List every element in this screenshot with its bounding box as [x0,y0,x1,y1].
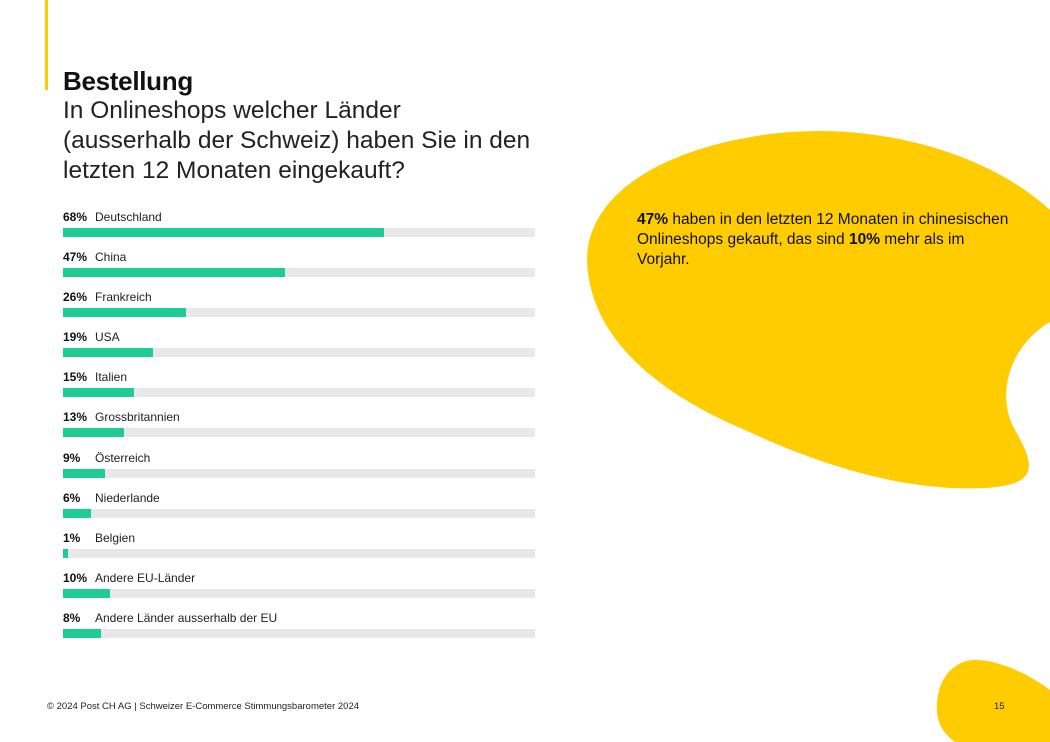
small-yellow-shape [936,660,1050,742]
bar-track [63,548,535,558]
bar [63,468,106,478]
bar-value-label: 13% [63,410,88,425]
bar [63,268,285,278]
bar-value-label: 8% [63,610,81,625]
bar-value-label: 6% [63,490,81,505]
bar-category-label: Deutschland [95,210,162,224]
bar [63,508,92,518]
bar-value-label: 9% [63,450,81,465]
bar-track [63,628,535,638]
chart-row: 68% Deutschland [63,209,535,249]
bar-category-label: USA [95,330,120,345]
bar-value-label: 19% [63,330,88,345]
chart-row: 9% Österreich [63,450,535,490]
chart-row: 19% USA [63,329,535,369]
bar-category-label: Grossbritannien [95,410,180,425]
bar-category-label: Frankreich [95,290,152,305]
bar [63,308,186,318]
bar [63,348,153,358]
bar-track [63,468,535,478]
bar-category-label: Belgien [95,530,136,545]
chart-row: 47% China [63,249,535,289]
footer-copyright: © 2024 Post CH AG | Schweizer E-Commerce… [47,701,360,712]
bar-category-label: Österreich [95,450,151,465]
accent-line [45,0,48,90]
bar-value-label: 68% [63,210,88,224]
bar-value-label: 47% [63,250,88,265]
chart-row: 10% Andere EU-Länder [63,570,535,610]
callout-highlight-share: 47% [637,211,669,228]
callout-highlight-growth: 10% [848,231,880,248]
bar-track [63,588,535,598]
bar [63,388,134,398]
callout-text-part1: haben in den letzten 12 Monaten in chine… [637,211,1009,248]
callout-text-part2: mehr als im Vorjahr. [637,231,965,268]
bar-track [63,508,535,518]
chart-row: 15% Italien [63,369,535,409]
chart-row: 1% Belgien [63,530,535,570]
bar-category-label: Andere Länder ausserhalb der EU [95,610,278,625]
bar-value-label: 10% [63,570,88,585]
bar [63,228,384,237]
bar-value-label: 15% [63,370,88,385]
bar-track [63,308,535,318]
bar [63,628,101,638]
chart-row: 13% Grossbritannien [63,409,535,449]
bar-track [63,388,535,398]
bar-value-label: 26% [63,290,88,305]
large-yellow-shape [587,130,1050,489]
bar-value-label: 1% [63,530,81,545]
bar-chart: 68% Deutschland 47% China 26% Frankreich 19% US… [63,209,535,650]
bar [63,428,125,438]
bar [63,548,68,558]
bar-track [63,228,535,237]
bar-track [63,428,535,438]
bar-category-label: China [95,250,127,265]
chart-row: 8% Andere Länder ausserhalb der EU [63,610,535,650]
page-title: Bestellung [63,66,193,96]
survey-question: In Onlineshops welcher Länder (ausserhal… [63,97,531,184]
heading-block: Bestellung In Onlineshops welcher Länder… [63,66,533,186]
bar-category-label: Italien [95,370,128,385]
chart-row: 26% Frankreich [63,289,535,329]
bar-category-label: Andere EU-Länder [95,570,196,585]
bar-track [63,268,535,278]
bar-track [63,348,535,358]
callout-text: 47% haben in den letzten 12 Monaten in c… [637,210,1017,270]
bar-category-label: Niederlande [95,490,160,505]
chart-row: 6% Niederlande [63,490,535,530]
bar [63,588,111,598]
page-number: 15 [994,701,1005,712]
